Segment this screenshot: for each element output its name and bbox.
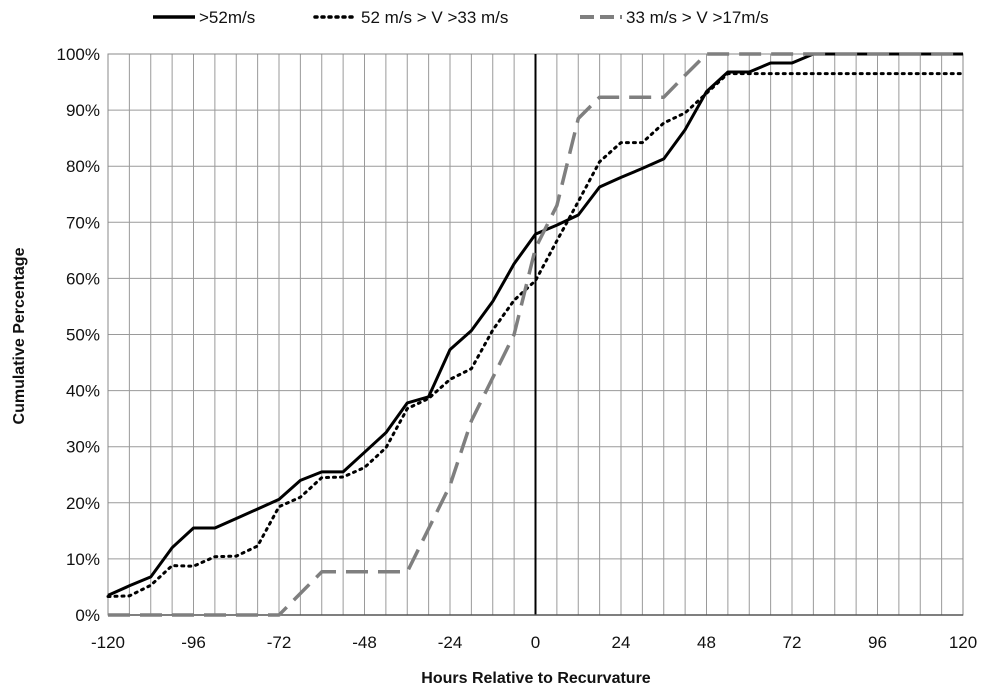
x-tick-label: 96 bbox=[868, 633, 887, 652]
y-axis-title: Cumulative Percentage bbox=[11, 247, 28, 424]
x-tick-label: -96 bbox=[181, 633, 206, 652]
series-group bbox=[106, 52, 965, 617]
x-tick-label: 72 bbox=[783, 633, 802, 652]
y-tick-label: 80% bbox=[66, 157, 100, 176]
y-tick-label: 90% bbox=[66, 101, 100, 120]
legend-label-2: 52 m/s > V >33 m/s bbox=[361, 8, 508, 27]
x-tick-label: 48 bbox=[697, 633, 716, 652]
y-tick-label: 100% bbox=[57, 45, 100, 64]
y-tick-label: 10% bbox=[66, 550, 100, 569]
y-tick-label: 30% bbox=[66, 438, 100, 457]
x-tick-labels: -120 -96 -72 -48 -24 0 24 48 72 96 120 bbox=[91, 633, 977, 652]
y-tick-label: 70% bbox=[66, 213, 100, 232]
y-tick-labels: 0% 10% 20% 30% 40% 50% 60% 70% 80% 90% 100% bbox=[57, 45, 100, 625]
y-tick-label: 40% bbox=[66, 382, 100, 401]
y-tick-label: 20% bbox=[66, 494, 100, 513]
series-line-3 bbox=[108, 52, 963, 617]
legend-label-1: >52m/s bbox=[199, 8, 255, 27]
x-axis-title: Hours Relative to Recurvature bbox=[421, 670, 651, 687]
x-tick-label: -120 bbox=[91, 633, 125, 652]
x-tick-label: -48 bbox=[352, 633, 377, 652]
x-tick-label: -72 bbox=[267, 633, 292, 652]
series-line-1 bbox=[107, 52, 963, 597]
x-tick-label: -24 bbox=[438, 633, 463, 652]
grid bbox=[107, 53, 964, 616]
x-tick-label: 0 bbox=[531, 633, 540, 652]
y-tick-label: 50% bbox=[66, 326, 100, 345]
y-tick-label: 60% bbox=[66, 269, 100, 288]
y-tick-label: 0% bbox=[75, 606, 100, 625]
legend-label-3: 33 m/s > V >17m/s bbox=[626, 8, 769, 27]
x-tick-label: 24 bbox=[612, 633, 631, 652]
series-line-2 bbox=[106, 72, 965, 598]
legend: >52m/s 52 m/s > V >33 m/s 33 m/s > V >17m/… bbox=[153, 8, 769, 27]
x-tick-label: 120 bbox=[949, 633, 977, 652]
